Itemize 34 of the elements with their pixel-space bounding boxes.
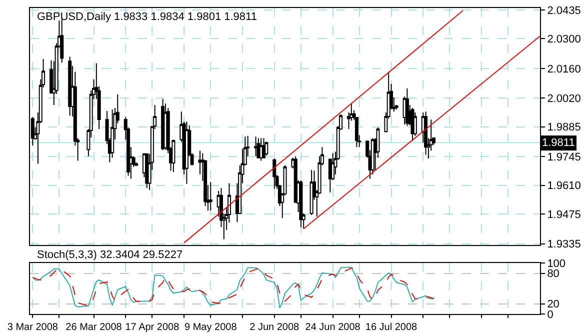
x-tick-label: 9 May 2008 [184,322,238,333]
candlestick [299,180,303,228]
x-tick-label: 3 Mar 2008 [7,322,58,333]
candlestick [424,111,428,156]
y-tick-label: 80 [547,268,560,280]
chart-title: GBPUSD,Daily 1.9833 1.9834 1.9801 1.9811 [37,11,257,23]
y-tick-label: 2.0300 [547,33,581,46]
y-tick-label: 100 [547,258,566,270]
candlestick [254,136,258,157]
candlestick [68,56,72,116]
chart-title: Stoch(5,3,3) 32.3404 29.5227 [37,249,183,261]
y-tick-label: 2.0435 [547,4,581,17]
x-tick-label: 26 Mar 2008 [66,322,122,333]
candlestick [256,138,260,159]
candlestick [310,169,314,216]
candlestick [184,121,188,184]
y-tick-label: 2.0020 [547,93,581,106]
y-tick-label: 1.9610 [547,180,581,192]
x-tick-label: 24 Jun 2008 [305,322,361,333]
y-tick-label: 1.9475 [547,208,581,221]
candlestick [272,158,276,190]
x-tick-label: 2 Jun 2008 [250,322,300,333]
y-tick-label: 20 [547,298,560,311]
x-tick-label: 16 Jul 2008 [365,322,418,333]
candlestick [208,181,212,211]
candlestick [264,141,268,156]
y-tick-label: 1.9885 [547,122,581,134]
y-tick-label: 0 [547,308,554,321]
y-tick-label: 1.9745 [547,152,581,164]
y-tick-label: 2.0160 [547,63,581,76]
x-tick-label: 17 Apr 2008 [125,322,180,333]
y-tick-label: 1.9335 [547,238,581,251]
ref-line-label: 1.9811 [542,137,575,149]
candlestick [145,152,149,188]
